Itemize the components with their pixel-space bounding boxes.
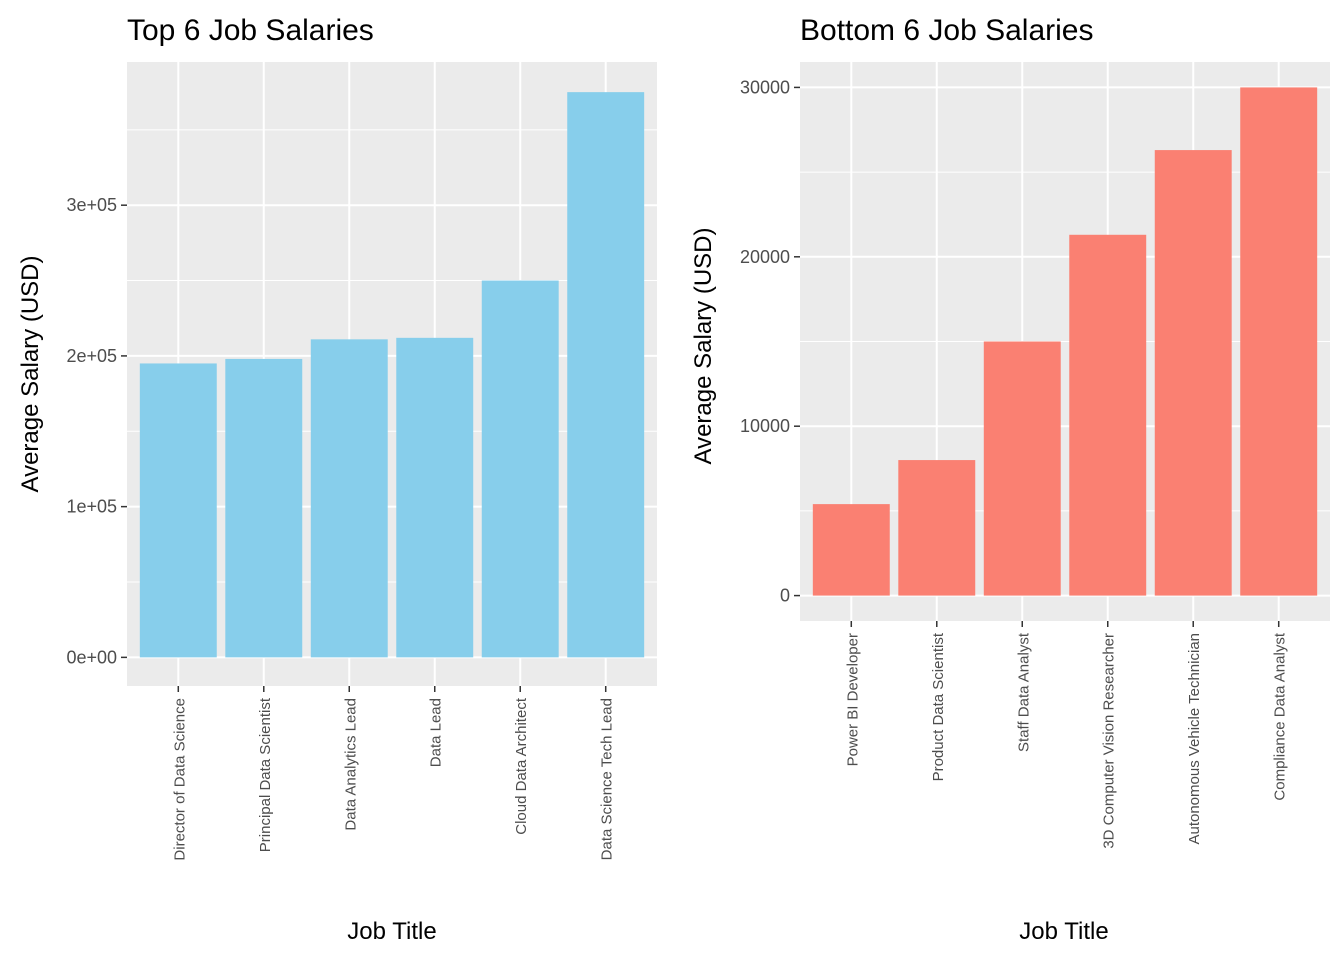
x-tick-label: Power BI Developer [844,633,861,766]
y-axis-title: Average Salary (USD) [17,256,44,493]
y-tick-label: 0e+00 [66,647,117,667]
chart-title: Bottom 6 Job Salaries [800,14,1093,47]
x-tick-label: Data Analytics Lead [342,698,359,831]
bar [225,358,303,658]
x-axis-title: Job Title [1019,918,1108,945]
y-axis: 0e+00 1e+05 2e+05 3e+05 [66,195,127,667]
bar [898,460,976,596]
y-tick-label: 0 [780,586,790,606]
y-tick-label: 3e+05 [66,195,117,215]
x-tick-label: Product Data Scientist [930,632,947,781]
x-tick-label: Cloud Data Architect [513,697,530,835]
bar [310,339,388,658]
bar [396,337,474,658]
bar [1240,87,1318,596]
bar [567,92,645,658]
bar [1069,234,1147,596]
bar [1154,150,1232,596]
y-tick-label: 10000 [740,416,790,436]
x-tick-label: 3D Computer Vision Researcher [1101,633,1118,849]
chart-bottom-salaries: Bottom 6 Job Salaries 0 10000 20000 30000 P… [690,14,1330,945]
x-axis: Director of Data Science Principal Data S… [171,686,616,861]
chart-title: Top 6 Job Salaries [127,14,374,47]
x-tick-label: Compliance Data Analyst [1272,632,1289,800]
bars [139,92,645,658]
chart-top-salaries: Top 6 Job Salaries 0e+001e+052e+053e+05 … [17,14,657,945]
x-tick-label: Autonomous Vehicle Technician [1186,633,1203,845]
x-tick-label: Data Lead [428,698,445,767]
x-tick-label: Staff Data Analyst [1015,632,1032,752]
bar [481,280,559,658]
bar [983,341,1061,596]
x-axis-title: Job Title [347,918,436,945]
y-axis-title: Average Salary (USD) [690,228,717,465]
bars [812,87,1318,596]
bar [812,504,890,596]
y-tick-label: 20000 [740,247,790,267]
y-tick-label: 30000 [740,77,790,97]
x-tick-label: Director of Data Science [171,698,188,861]
x-axis: Power BI Developer Product Data Scientist… [844,621,1289,849]
y-tick-label: 1e+05 [66,497,117,517]
x-tick-label: Data Science Tech Lead [599,698,616,860]
y-tick-label: 2e+05 [66,346,117,366]
x-tick-label: Principal Data Scientist [257,697,274,852]
y-axis: 0 10000 20000 30000 [740,77,800,606]
bar [139,363,217,658]
